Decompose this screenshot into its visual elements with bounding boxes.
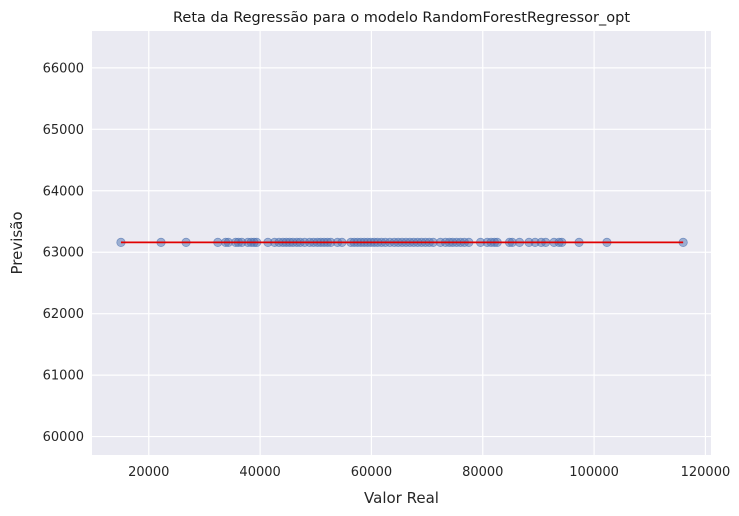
x-tick-label: 40000: [239, 465, 280, 480]
y-tick-label: 60000: [43, 430, 84, 445]
x-tick-label: 20000: [128, 465, 169, 480]
x-tick-label: 80000: [462, 465, 503, 480]
y-tick-label: 62000: [43, 307, 84, 322]
y-tick-label: 61000: [43, 369, 84, 384]
y-tick-label: 66000: [43, 61, 84, 76]
x-axis-label: Valor Real: [364, 489, 439, 507]
y-tick-labels: 60000 61000 62000 63000 64000 65000 66000: [43, 61, 84, 445]
x-tick-labels: 20000 40000 60000 80000 100000 120000: [128, 465, 730, 480]
x-tick-label: 120000: [681, 465, 731, 480]
x-tick-label: 100000: [569, 465, 619, 480]
x-tick-label: 60000: [351, 465, 392, 480]
y-tick-label: 63000: [43, 246, 84, 261]
y-tick-label: 65000: [43, 123, 84, 138]
y-tick-label: 64000: [43, 184, 84, 199]
y-axis-label: Previsão: [8, 211, 26, 274]
chart-title: Reta da Regressão para o modelo RandomFo…: [173, 10, 630, 26]
grid-lines: [92, 31, 711, 455]
